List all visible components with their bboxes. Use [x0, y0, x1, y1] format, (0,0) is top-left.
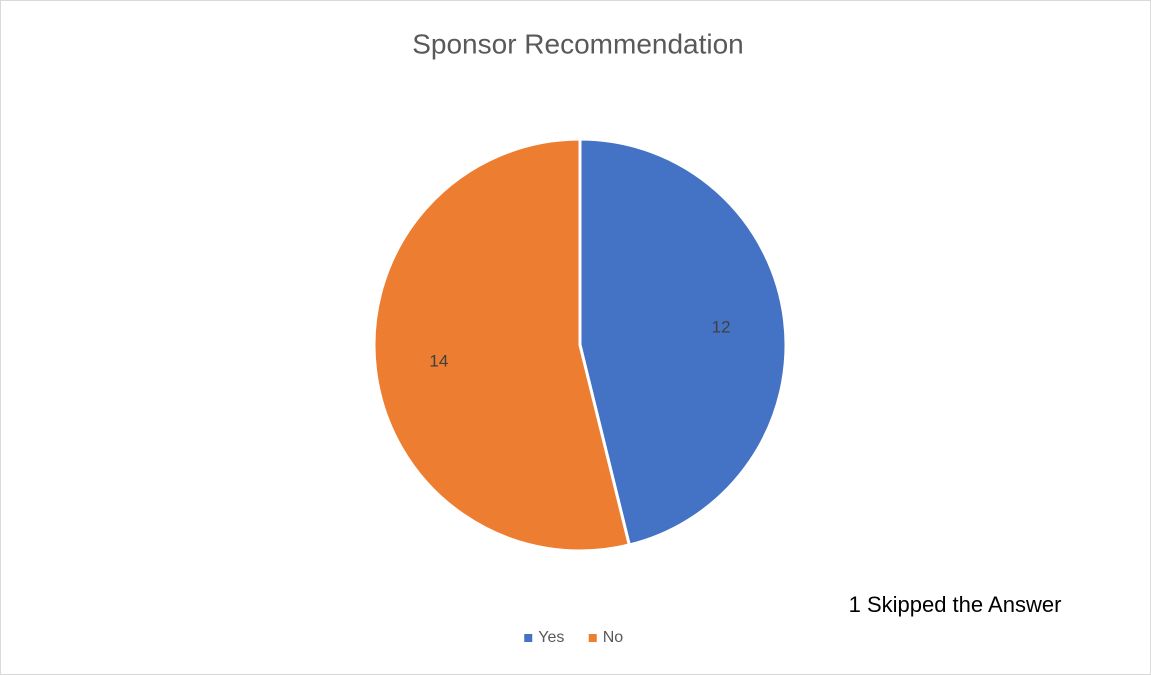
chart-title: Sponsor Recommendation [412, 28, 744, 59]
pie-slice [578, 137, 788, 547]
legend-swatch [588, 634, 597, 642]
annotation: 1 Skipped the Answer [849, 592, 1062, 617]
data-label: 12 [712, 317, 731, 336]
data-label: 14 [429, 352, 448, 371]
pie-slice [372, 137, 632, 553]
legend-label: No [603, 629, 624, 646]
legend-swatch [524, 634, 533, 642]
legend-label: Yes [538, 629, 564, 646]
